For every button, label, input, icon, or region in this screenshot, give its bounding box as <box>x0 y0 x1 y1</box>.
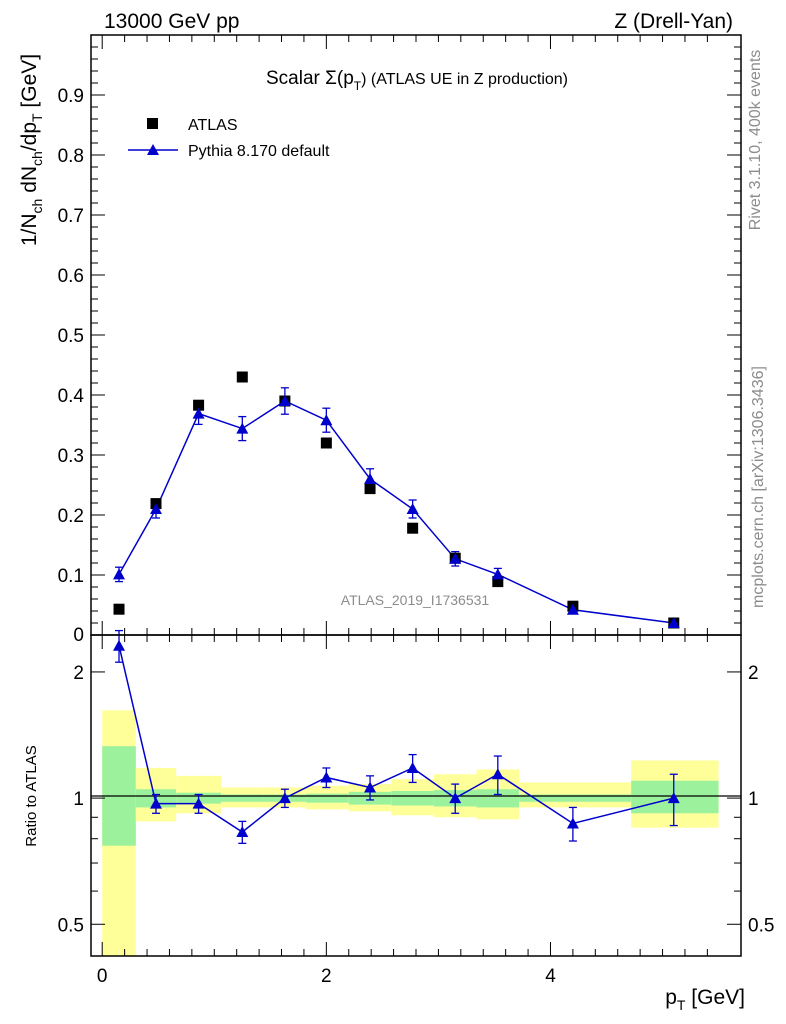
ratio-pythia-point <box>278 792 291 804</box>
ratio-frame <box>90 634 742 957</box>
ratio-pythia-point <box>491 768 504 780</box>
x-tick-label: 4 <box>545 966 556 987</box>
legend-marker-atlas <box>147 118 158 129</box>
atlas-point <box>364 483 376 495</box>
legend-label-pythia: Pythia 8.170 default <box>188 143 330 160</box>
pythia-point <box>364 473 377 484</box>
pythia-point <box>278 395 291 406</box>
atlas-point <box>193 399 205 411</box>
ratio-y-tick-label-right: 0.5 <box>748 915 774 936</box>
ratio-pythia-point <box>406 761 419 773</box>
ratio-pythia-point <box>236 826 249 838</box>
ratio-band-inner <box>476 789 520 808</box>
main-y-tick-label: 0 <box>73 625 84 646</box>
ratio-y-tick-label: 0.5 <box>58 915 84 936</box>
pythia-point <box>150 503 162 514</box>
main-title-suffix: ) (ATLAS UE in Z production) <box>361 71 568 88</box>
ratio-pythia-line <box>118 645 674 833</box>
ratio-band-inner <box>519 794 632 802</box>
atlas-point <box>492 576 504 588</box>
ratio-pythia-point <box>667 792 680 804</box>
ratio-panel: 0 2 4 0.5 0.5 1 1 2 2 Ratio to ATLAS pT [GeV] <box>23 629 774 1013</box>
ratio-y-tick-label-right: 2 <box>748 663 759 684</box>
ratio-y-tick-label: 1 <box>73 789 84 810</box>
legend-label-atlas: ATLAS <box>188 117 238 134</box>
main-title-prefix: Scalar Σ(p <box>266 68 354 89</box>
ratio-band-inner <box>306 793 349 803</box>
atlas-point <box>113 603 125 615</box>
mcplots-label: mcplots.cern.ch [arXiv:1306.3436] <box>750 366 767 608</box>
legend-marker-pythia <box>147 144 159 155</box>
atlas-point <box>407 522 419 534</box>
main-title-sub: T <box>354 79 362 93</box>
ratio-y-tick-label: 2 <box>73 663 84 684</box>
process-label: Z (Drell-Yan) <box>614 10 733 33</box>
ratio-band-inner <box>391 790 434 806</box>
collision-label: 13000 GeV pp <box>104 10 239 33</box>
ratio-y-axis-label: Ratio to ATLAS <box>23 745 40 846</box>
pythia-point <box>236 422 249 434</box>
main-panel: Scalar Σ(pT) (ATLAS UE in Z production) … <box>18 34 742 646</box>
rivet-label: Rivet 3.1.10, 400k events <box>747 50 764 231</box>
x-tick-label: 2 <box>321 966 332 987</box>
main-y-tick-label: 0.2 <box>58 506 84 527</box>
ratio-pythia-point <box>150 797 162 809</box>
pythia-point <box>667 617 680 628</box>
main-y-tick-label: 0.1 <box>58 566 84 587</box>
pythia-point <box>192 407 205 419</box>
ratio-pythia-point <box>449 792 462 804</box>
analysis-watermark: ATLAS_2019_I1736531 <box>341 592 490 608</box>
pythia-point <box>566 603 579 615</box>
ratio-pythia-point <box>364 781 377 793</box>
main-title: Scalar Σ(pT) (ATLAS UE in Z production) <box>266 68 568 93</box>
pythia-point <box>113 568 126 580</box>
atlas-point <box>320 437 332 449</box>
pythia-point <box>406 503 419 514</box>
main-y-axis-label: 1/Nch dNch/dpT [GeV] <box>18 54 45 246</box>
pythia-line <box>118 400 674 624</box>
main-y-tick-label: 0.5 <box>58 326 84 347</box>
main-y-tick-label: 0.3 <box>58 446 84 467</box>
ratio-pythia-point <box>566 817 579 829</box>
pythia-point <box>491 568 504 580</box>
ratio-band-inner <box>221 794 264 802</box>
x-tick-label: 0 <box>97 966 108 987</box>
ratio-pythia-point <box>113 639 126 651</box>
pythia-point <box>449 552 462 564</box>
main-y-tick-label: 0.9 <box>58 86 84 107</box>
main-y-tick-label: 0.8 <box>58 146 84 167</box>
main-y-tick-label: 0.7 <box>58 206 84 227</box>
main-y-tick-label: 0.4 <box>58 386 85 407</box>
pythia-point <box>320 414 333 426</box>
ratio-y-tick-label-right: 1 <box>748 789 759 810</box>
ratio-pythia-point <box>192 797 205 809</box>
legend: ATLAS Pythia 8.170 default <box>128 117 330 160</box>
ratio-pythia-point <box>320 771 333 783</box>
x-axis-label: pT [GeV] <box>665 986 745 1013</box>
atlas-point <box>236 371 248 383</box>
main-y-tick-label: 0.6 <box>58 266 84 287</box>
